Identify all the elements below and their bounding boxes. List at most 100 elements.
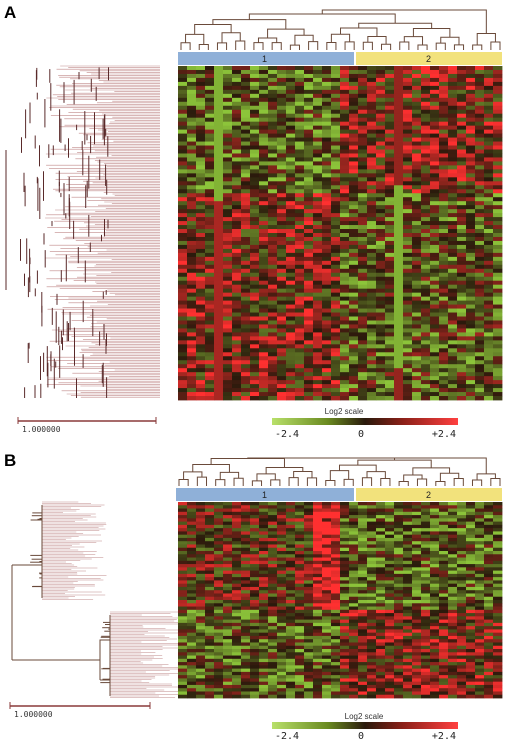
heatmap-cell [178,662,188,666]
heatmap-cell [313,240,323,246]
heatmap-cell [187,229,197,234]
heatmap-cell [205,596,215,601]
heatmap-cell [187,586,197,591]
heatmap-cell [367,662,377,666]
heatmap-cell [304,593,314,598]
heatmap-cell [286,557,296,562]
heatmap-cell [376,521,386,526]
heatmap-cell [232,635,242,640]
heatmap-cell [493,213,503,218]
heatmap-cell [241,181,251,186]
heatmap-cell [475,117,485,123]
heatmap-cell [358,312,368,317]
heatmap-cell [349,300,359,305]
heatmap-cell [223,185,233,190]
heatmap-cell [403,141,413,146]
heatmap-cell [286,554,296,558]
heatmap-cell [277,93,287,99]
heatmap-cell [187,577,197,581]
heatmap-cell [349,296,359,301]
heatmap-cell [241,225,251,230]
heatmap-cell [259,649,269,653]
heatmap-cell [286,300,296,305]
heatmap-cell [241,642,251,647]
heatmap-cell [376,129,386,134]
heatmap-cell [268,276,278,282]
heatmap-cell [295,308,305,313]
heatmap-cell [358,109,368,115]
sample-tree-branch [471,479,483,486]
heatmap-cell [241,157,251,162]
heatmap-cell [403,376,413,381]
heatmap-cell [295,606,305,611]
heatmap-cell [466,221,476,226]
heatmap-cell [313,201,323,206]
heatmap-cell [259,360,269,365]
heatmap-cell [403,89,413,95]
heatmap-cell [295,229,305,234]
sample-tree-branch [453,478,464,486]
heatmap-cell [376,655,386,660]
heatmap-cell [331,101,341,107]
heatmap-cell [295,609,305,614]
heatmap-cell [322,380,332,385]
heatmap-cell [214,221,224,226]
heatmap-cell [376,121,386,127]
heatmap-cell [340,573,350,578]
heatmap-cell [304,635,314,640]
heatmap-cell [394,145,404,150]
heatmap-cell [196,233,206,238]
heatmap-cell [223,694,233,699]
heatmap-cell [277,89,287,95]
heatmap-cell [421,308,431,313]
heatmap-cell [322,396,332,401]
heatmap-cell [358,652,368,656]
heatmap-cell [493,77,503,83]
heatmap-cell [340,518,350,522]
heatmap-cell [358,635,368,640]
heatmap-cell [196,89,206,95]
heatmap-cell [484,113,494,119]
heatmap-cell [223,336,233,341]
heatmap-cell [268,197,278,202]
heatmap-cell [493,109,503,115]
heatmap-cell [250,557,260,562]
heatmap-cell [376,105,386,111]
heatmap-cell [448,193,458,198]
heatmap-cell [322,583,332,588]
heatmap-cell [367,593,377,598]
heatmap-cell [448,66,458,71]
heatmap-cell [376,580,386,585]
heatmap-cell [349,320,359,325]
heatmap-cell [331,344,341,349]
heatmap-cell [475,384,485,389]
heatmap-cell [259,662,269,666]
heatmap-cell [223,328,233,333]
heatmap-cell [349,639,359,643]
heatmap-cell [376,300,386,305]
heatmap-cell [313,645,323,650]
heatmap-cell [385,296,395,301]
heatmap-cell [358,537,368,542]
heatmap-cell [250,109,260,115]
heatmap-cell [277,586,287,591]
heatmap-cell [313,169,323,174]
heatmap-cell [376,675,386,679]
heatmap-cell [376,541,386,545]
heatmap-cell [358,368,368,373]
heatmap-cell [349,77,359,83]
heatmap-cell [331,121,341,127]
heatmap-cell [466,165,476,170]
heatmap-cell [259,121,269,127]
heatmap-cell [223,518,233,522]
heatmap-cell [322,681,332,686]
heatmap-cell [241,616,251,620]
heatmap-cell [493,264,503,270]
heatmap-cell [340,248,350,254]
heatmap-cell [277,340,287,345]
heatmap-cell [340,308,350,313]
heatmap-cell [223,586,233,591]
heatmap-cell [367,276,377,282]
heatmap-cell [367,197,377,202]
heatmap-cell [268,93,278,99]
